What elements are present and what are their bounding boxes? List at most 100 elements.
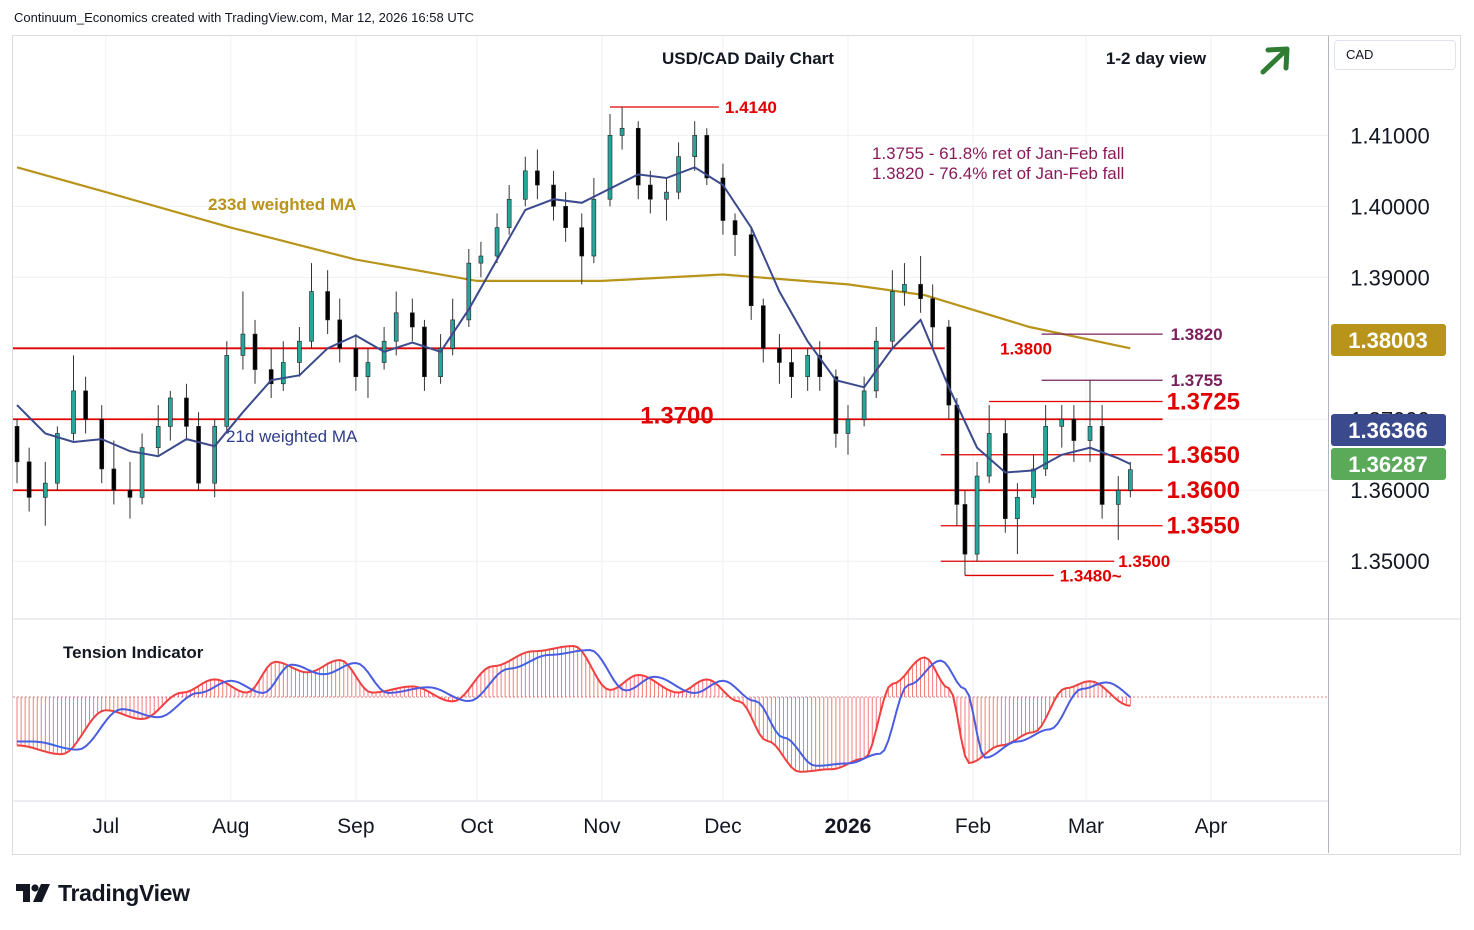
candle-down[interactable]: [748, 227, 754, 320]
candle-up[interactable]: [224, 341, 230, 434]
candle-up[interactable]: [478, 241, 484, 278]
price-axis[interactable]: 1.410001.400001.390001.370001.360001.350…: [1331, 123, 1446, 574]
price-tag-label[interactable]: 1.38003: [1348, 328, 1428, 353]
candle-up[interactable]: [212, 419, 217, 498]
candle-down[interactable]: [760, 298, 766, 363]
candle-up[interactable]: [71, 355, 76, 441]
candle-body: [42, 482, 48, 498]
candle-down[interactable]: [962, 490, 968, 576]
candle-up[interactable]: [664, 177, 669, 221]
candle-up[interactable]: [591, 177, 597, 264]
candle-up[interactable]: [845, 405, 851, 455]
candle-up[interactable]: [1087, 380, 1093, 462]
candle-down[interactable]: [325, 270, 330, 335]
candle-down[interactable]: [551, 170, 556, 221]
candle-up[interactable]: [1115, 476, 1121, 540]
candle-up[interactable]: [522, 156, 528, 207]
candlesticks[interactable]: [14, 106, 1133, 576]
candle-body: [946, 326, 952, 406]
candle-down[interactable]: [817, 341, 823, 391]
candle-up[interactable]: [902, 263, 907, 306]
candle-up[interactable]: [890, 270, 895, 349]
candle-down[interactable]: [918, 256, 923, 313]
candle-up[interactable]: [676, 142, 681, 200]
candle-down[interactable]: [353, 334, 359, 391]
chart-title: USD/CAD Daily Chart: [662, 49, 834, 68]
candle-down[interactable]: [268, 348, 274, 398]
candle-down[interactable]: [579, 213, 585, 285]
candle-up[interactable]: [139, 433, 145, 505]
candle-down[interactable]: [14, 419, 20, 484]
candle-body: [410, 312, 415, 328]
candle-down[interactable]: [252, 319, 258, 384]
candle-body: [720, 177, 726, 221]
ma-21-path: [16, 166, 1131, 474]
tradingview-logo[interactable]: TradingView: [16, 878, 190, 908]
candle-up[interactable]: [494, 213, 500, 264]
candle-up[interactable]: [297, 327, 302, 377]
candle-up[interactable]: [692, 121, 698, 171]
candle-up[interactable]: [1031, 454, 1036, 505]
candle-up[interactable]: [607, 114, 613, 207]
level-label: 1.3480~: [1060, 566, 1122, 585]
candle-down[interactable]: [833, 369, 839, 448]
candle-down[interactable]: [99, 405, 105, 484]
candle-up[interactable]: [986, 405, 992, 484]
candle-up[interactable]: [42, 461, 48, 526]
candle-up[interactable]: [365, 348, 371, 398]
candle-down[interactable]: [720, 163, 726, 235]
candle-down[interactable]: [1071, 405, 1077, 462]
candle-up[interactable]: [393, 291, 399, 356]
candle-up[interactable]: [450, 298, 455, 356]
candle-up[interactable]: [861, 376, 867, 427]
currency-selector[interactable]: CAD: [1334, 40, 1456, 70]
candle-down[interactable]: [946, 319, 952, 420]
price-tag-label[interactable]: 1.36287: [1348, 452, 1428, 477]
candle-body: [240, 333, 246, 356]
candle-down[interactable]: [732, 213, 738, 257]
candle-down[interactable]: [954, 397, 960, 526]
candle-up[interactable]: [240, 291, 246, 370]
candle-down[interactable]: [127, 461, 133, 519]
level-label: 1.3550: [1167, 513, 1240, 540]
candle-down[interactable]: [1003, 419, 1008, 533]
candle-up[interactable]: [1128, 461, 1133, 498]
candle-up[interactable]: [506, 185, 512, 235]
candle-up[interactable]: [1015, 483, 1020, 555]
candle-down[interactable]: [184, 383, 189, 441]
candle-up[interactable]: [1059, 405, 1065, 448]
candle-down[interactable]: [648, 170, 653, 214]
time-tick-label: Oct: [461, 815, 494, 838]
time-axis[interactable]: Jul Aug Sep Oct Nov Dec 2026 Feb Mar Apr: [92, 815, 1227, 838]
candle-up[interactable]: [974, 461, 980, 562]
time-tick-label: Apr: [1195, 815, 1228, 838]
candle-down[interactable]: [930, 284, 935, 349]
candle-up[interactable]: [381, 327, 387, 370]
candle-down[interactable]: [535, 149, 540, 200]
candle-up[interactable]: [873, 327, 879, 398]
candle-up[interactable]: [466, 248, 472, 327]
candle-up[interactable]: [280, 341, 286, 391]
candle-up[interactable]: [309, 263, 314, 349]
candle-down[interactable]: [83, 376, 88, 434]
candle-up[interactable]: [438, 334, 443, 384]
candle-down[interactable]: [789, 348, 794, 398]
candle-down[interactable]: [422, 319, 427, 391]
price-tag-label[interactable]: 1.36366: [1348, 418, 1428, 443]
candle-down[interactable]: [337, 298, 343, 363]
candle-down[interactable]: [196, 412, 201, 491]
candle-body: [551, 184, 556, 207]
candle-down[interactable]: [1099, 405, 1105, 519]
candle-body: [184, 397, 189, 427]
candle-up[interactable]: [805, 348, 810, 391]
candle-down[interactable]: [635, 121, 641, 200]
candle-up[interactable]: [619, 106, 625, 150]
time-tick-label: Jul: [92, 815, 119, 838]
candle-down[interactable]: [777, 334, 782, 384]
candle-down[interactable]: [410, 298, 415, 342]
candle-up[interactable]: [155, 405, 161, 455]
candle-up[interactable]: [168, 390, 173, 441]
candle-down[interactable]: [111, 440, 117, 505]
candle-down[interactable]: [26, 447, 32, 512]
